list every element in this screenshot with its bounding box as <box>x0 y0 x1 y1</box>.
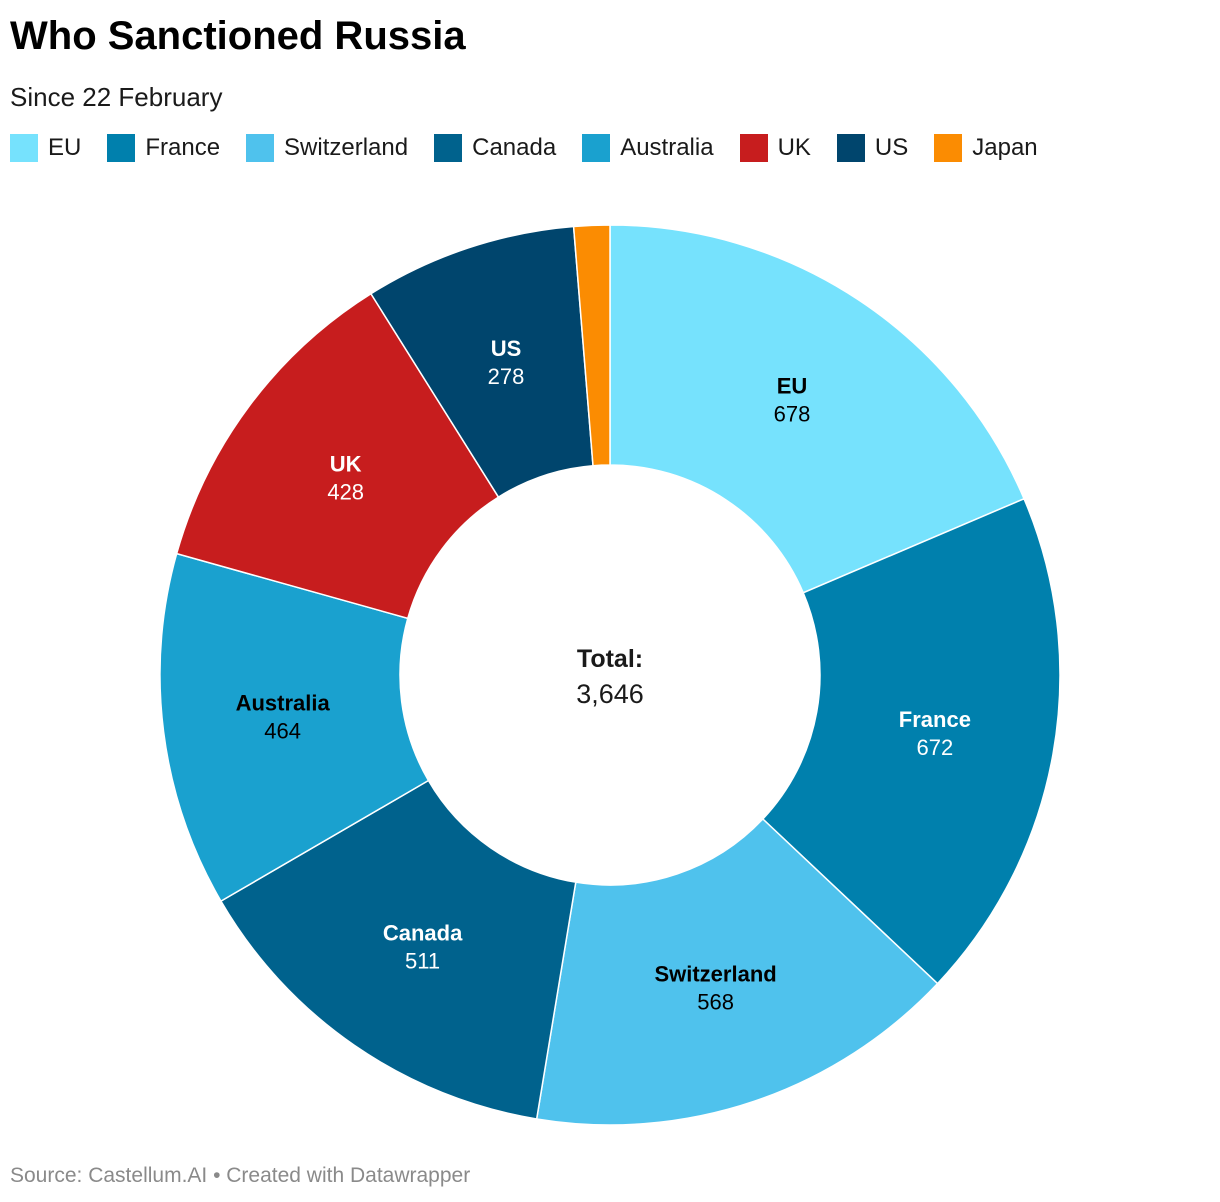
source-credit: Source: Castellum.AI • Created with Data… <box>10 1164 471 1187</box>
slice-value-australia: 464 <box>264 719 301 744</box>
legend-label-japan: Japan <box>972 134 1038 161</box>
slice-value-switzerland: 568 <box>697 990 734 1015</box>
legend-item-switzerland: Switzerland <box>246 134 408 162</box>
slice-switzerland <box>535 817 939 1126</box>
legend-label-france: France <box>145 134 221 161</box>
legend-swatch-australia <box>582 134 611 162</box>
legend-swatch-japan <box>934 134 963 162</box>
legend-item-eu: EU <box>10 134 81 162</box>
slice-label-australia: Australia <box>236 691 331 716</box>
legend-label-us: US <box>874 134 909 161</box>
slice-value-france: 672 <box>917 735 954 760</box>
legend: EU France Switzerland Canada Australia UK US Ja… <box>10 133 1064 163</box>
legend-label-canada: Canada <box>472 134 557 161</box>
slice-label-us: US <box>491 336 522 361</box>
legend-item-japan: Japan <box>934 134 1038 162</box>
legend-swatch-canada <box>434 134 463 162</box>
legend-label-australia: Australia <box>620 134 714 161</box>
slice-value-us: 278 <box>488 364 525 389</box>
legend-item-canada: Canada <box>434 134 556 162</box>
center-total-label: Total: <box>577 645 643 673</box>
slice-eu <box>609 224 1026 594</box>
slice-france <box>761 497 1061 985</box>
slice-label-eu: EU <box>777 374 808 399</box>
legend-swatch-uk <box>739 134 768 162</box>
center-total-value: 3,646 <box>576 679 644 709</box>
slice-japan <box>572 224 611 467</box>
chart-subtitle: Since 22 February <box>10 82 223 112</box>
slice-value-uk: 428 <box>327 479 364 504</box>
legend-item-uk: UK <box>739 134 811 162</box>
legend-item-france: France <box>107 134 220 162</box>
slice-uk <box>175 292 500 620</box>
legend-swatch-us <box>836 134 865 162</box>
legend-swatch-france <box>107 134 136 162</box>
chart-title: Who Sanctioned Russia <box>10 14 466 58</box>
slice-value-eu: 678 <box>774 402 811 427</box>
slice-label-uk: UK <box>330 451 362 476</box>
slice-value-canada: 511 <box>405 949 440 974</box>
slice-label-canada: Canada <box>383 921 463 946</box>
legend-swatch-switzerland <box>246 134 275 162</box>
slice-label-france: France <box>899 707 971 732</box>
legend-label-uk: UK <box>777 134 811 161</box>
legend-label-eu: EU <box>48 134 82 161</box>
slice-canada <box>219 779 577 1120</box>
legend-label-switzerland: Switzerland <box>284 134 409 161</box>
legend-swatch-eu <box>10 134 38 162</box>
slice-label-switzerland: Switzerland <box>654 962 776 987</box>
legend-item-australia: Australia <box>582 134 714 162</box>
legend-item-us: US <box>836 134 909 162</box>
slice-australia <box>159 552 430 903</box>
